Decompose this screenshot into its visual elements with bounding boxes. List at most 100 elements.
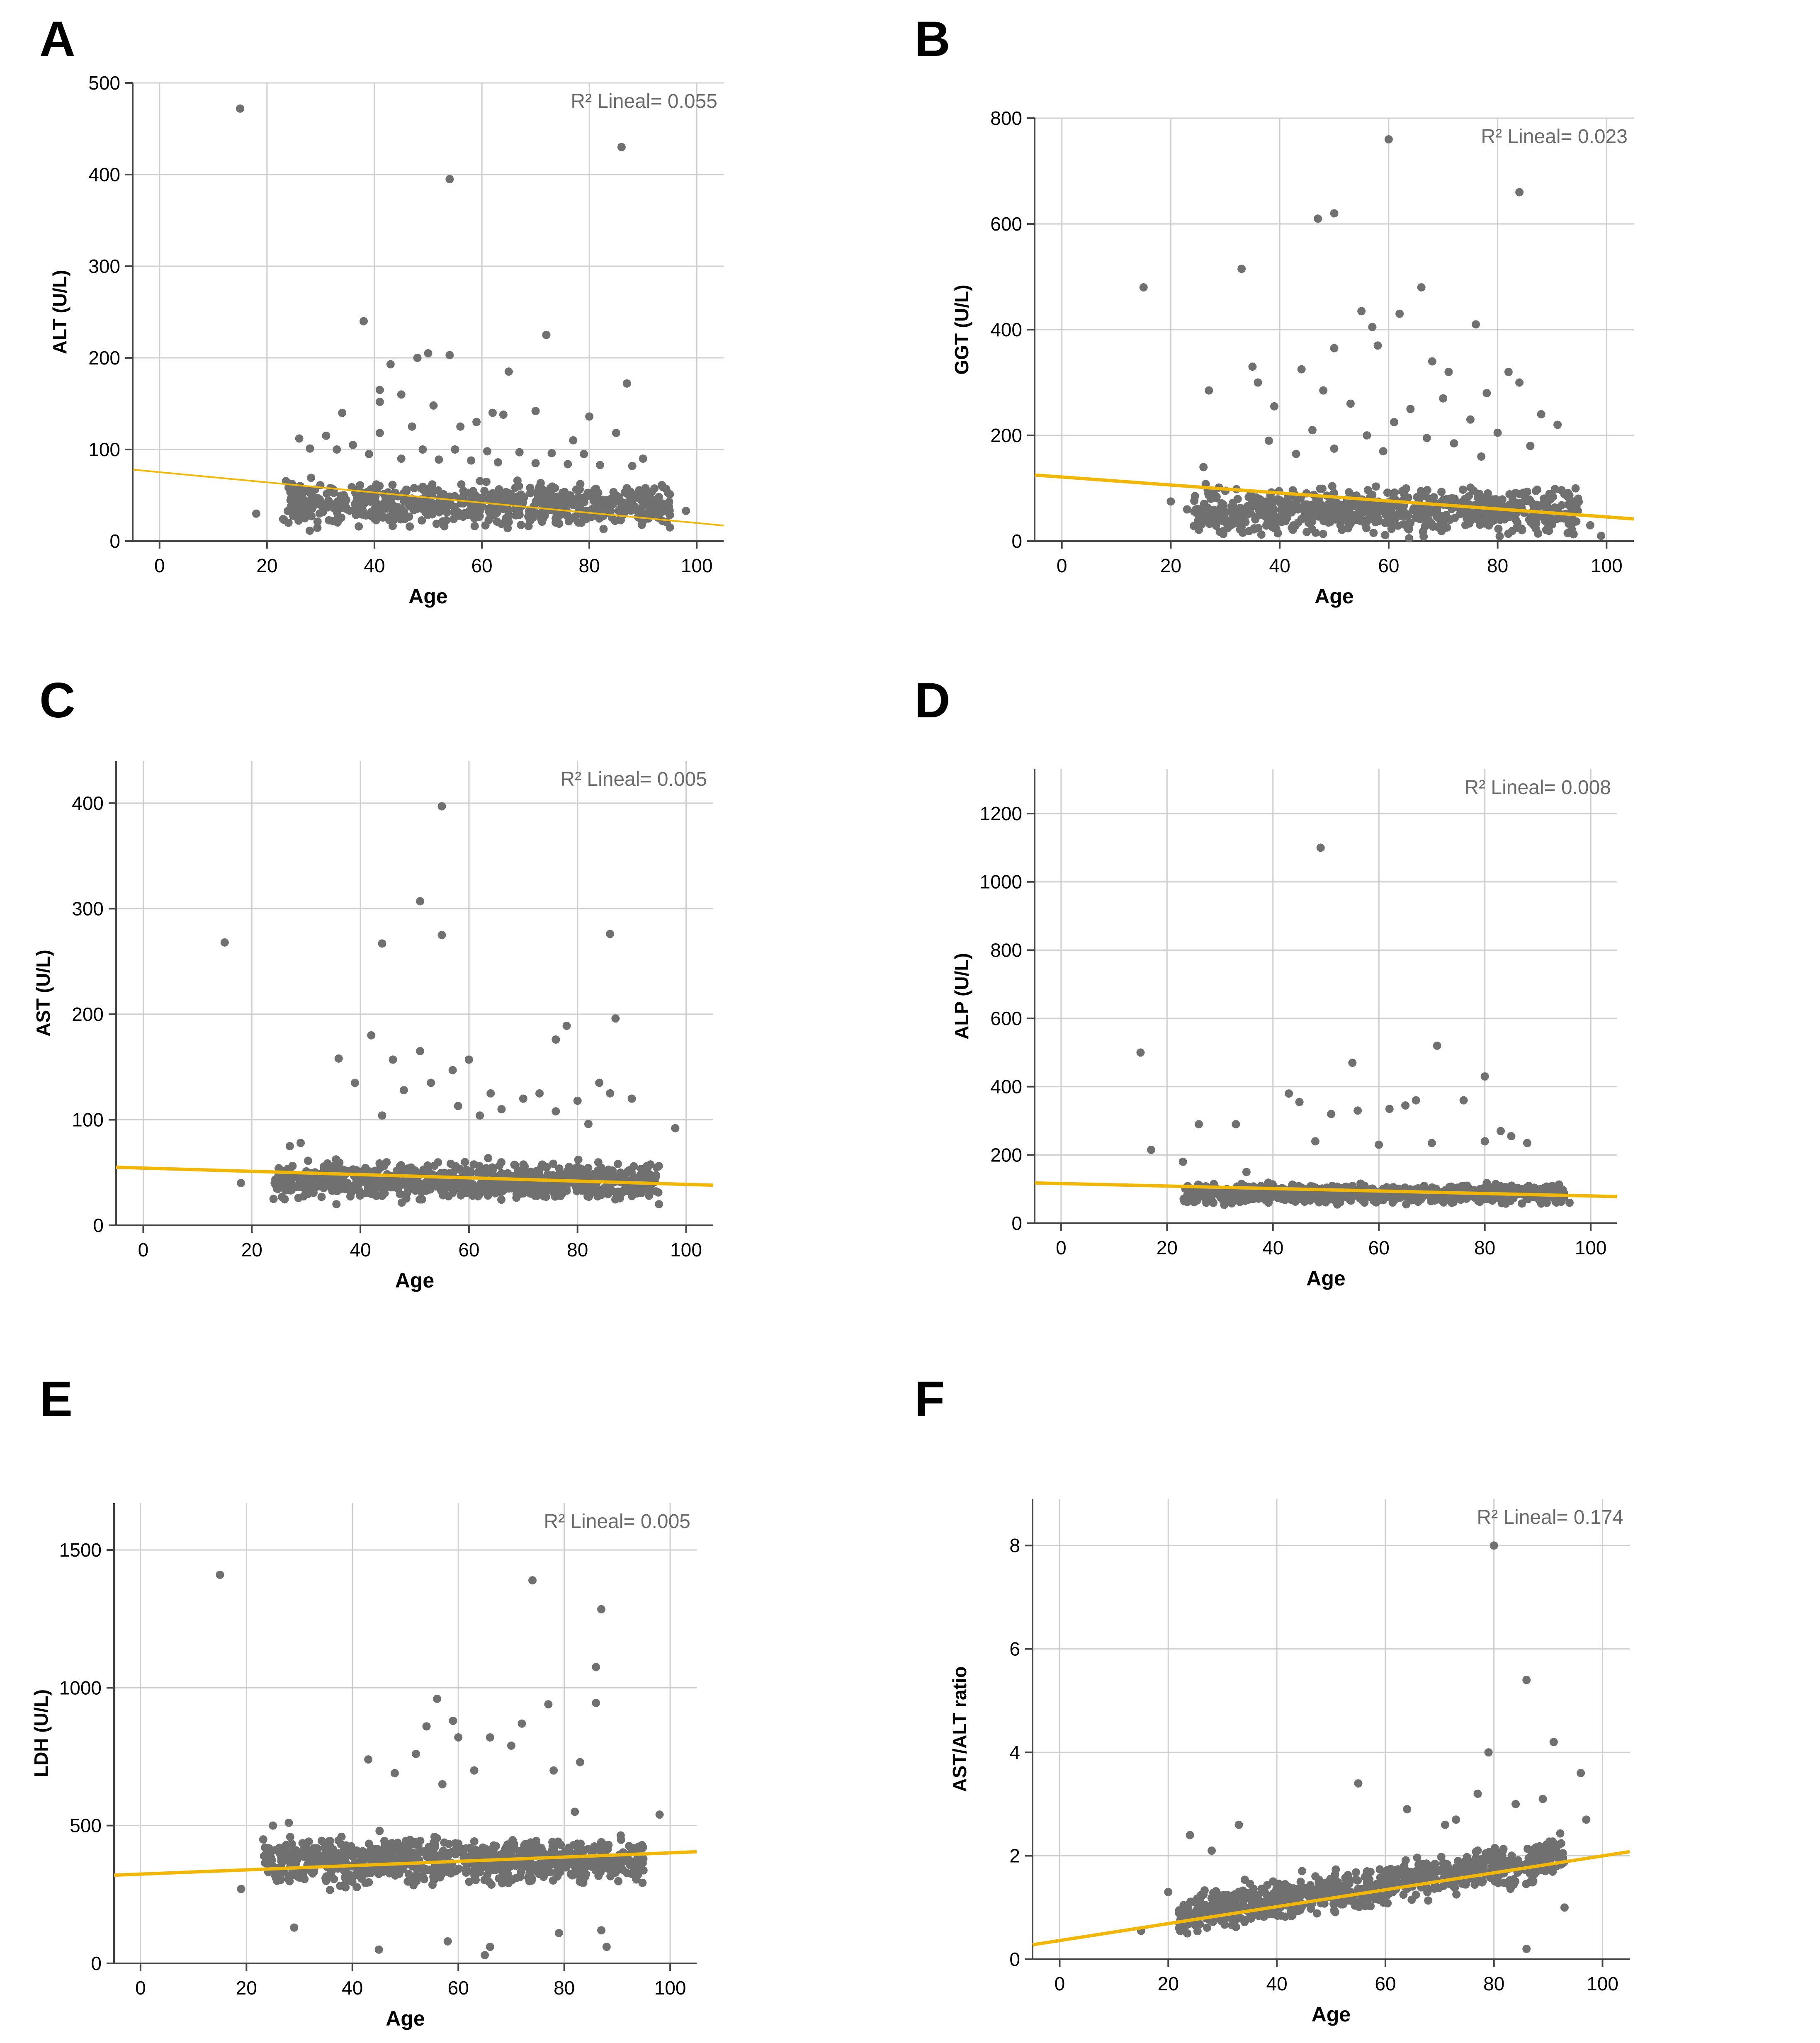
scatter-point [492, 494, 501, 503]
scatter-point [597, 1605, 606, 1613]
scatter-point [1232, 1120, 1240, 1129]
x-tick-label: 60 [1368, 1237, 1390, 1258]
scatter-point [1220, 1920, 1229, 1929]
scatter-point [1300, 513, 1309, 522]
scatter-point [361, 1879, 370, 1888]
scatter-point [1317, 1196, 1326, 1205]
scatter-point [1494, 525, 1503, 533]
y-tick-label: 1000 [980, 871, 1022, 893]
scatter-point [1238, 513, 1247, 522]
scatter-point [317, 1174, 326, 1183]
scatter-point [1250, 525, 1259, 534]
scatter-point [1551, 485, 1560, 494]
scatter-point [355, 522, 363, 531]
scatter-point [488, 1166, 497, 1174]
scatter-point [480, 1876, 489, 1885]
scatter-point [592, 1698, 600, 1707]
scatter-point [451, 1867, 459, 1875]
r-squared-annotation: R² Lineal= 0.008 [1464, 777, 1611, 799]
scatter-point [622, 489, 631, 498]
scatter-point [220, 938, 229, 947]
scatter-point [1348, 1182, 1357, 1190]
scatter-point [1328, 482, 1336, 491]
scatter-point [481, 1951, 489, 1960]
x-tick-label: 100 [1591, 555, 1623, 576]
scatter-point [1548, 1837, 1557, 1846]
scatter-point [1350, 510, 1358, 519]
scatter-point [634, 1871, 642, 1879]
scatter-point [502, 517, 511, 525]
scatter-point [1571, 484, 1580, 493]
scatter-point [475, 1868, 484, 1877]
scatter-point [372, 480, 381, 489]
scatter-point [309, 1868, 318, 1876]
scatter-point [397, 390, 406, 399]
scatter-point [1372, 508, 1380, 517]
scatter-point [378, 513, 386, 521]
scatter-point [579, 1879, 588, 1888]
scatter-point [602, 1943, 611, 1951]
scatter-point [368, 1190, 377, 1199]
scatter-point [616, 516, 625, 525]
scatter-point [1346, 1876, 1355, 1885]
scatter-point [574, 1155, 583, 1164]
scatter-point [597, 1926, 606, 1935]
scatter-point [381, 1850, 389, 1859]
x-tick-label: 20 [241, 1239, 262, 1261]
scatter-point [511, 483, 520, 492]
scatter-point [472, 492, 481, 500]
scatter-point [630, 502, 639, 511]
scatter-point [1200, 1886, 1209, 1895]
scatter-point [614, 1160, 622, 1168]
scatter-point [623, 1869, 632, 1878]
scatter-point [296, 1873, 304, 1882]
scatter-point [1311, 1137, 1319, 1146]
scatter-point [1406, 519, 1415, 527]
scatter-point [489, 1845, 498, 1854]
scatter-point [1383, 1899, 1392, 1908]
scatter-point [547, 449, 556, 457]
scatter-point [470, 522, 479, 530]
scatter-point [586, 1860, 595, 1868]
scatter-point [1426, 1197, 1435, 1205]
scatter-point [655, 1810, 664, 1819]
scatter-point [595, 514, 604, 523]
data-points [220, 802, 680, 1209]
scatter-point [464, 1055, 473, 1064]
scatter-point [542, 1193, 550, 1201]
scatter-point [422, 503, 430, 512]
panel-label: B [914, 11, 950, 67]
scatter-point [1382, 504, 1391, 513]
scatter-point [1437, 1853, 1446, 1861]
scatter-point [1515, 188, 1524, 197]
scatter-point [1529, 519, 1538, 527]
scatter-point [442, 1853, 451, 1861]
scatter-point [362, 1189, 370, 1198]
scatter-point [1472, 320, 1480, 329]
scatter-point [1219, 527, 1228, 535]
regression-line [132, 469, 724, 527]
scatter-point [1480, 1137, 1489, 1146]
scatter-point [1507, 1851, 1516, 1860]
scatter-point [364, 1755, 373, 1764]
scatter-point [216, 1570, 224, 1579]
scatter-point [439, 1191, 447, 1200]
scatter-point [1251, 515, 1260, 524]
scatter-point [352, 1871, 361, 1879]
scatter-point [531, 407, 540, 415]
scatter-point [1305, 502, 1314, 510]
r-squared-annotation: R² Lineal= 0.174 [1477, 1506, 1623, 1528]
y-tick-label: 0 [93, 1215, 104, 1236]
scatter-point [1586, 521, 1594, 530]
y-tick-label: 400 [990, 319, 1022, 340]
scatter-point [332, 1200, 341, 1209]
scatter-point [360, 317, 368, 326]
scatter-point [541, 1869, 549, 1878]
scatter-point [345, 506, 354, 515]
scatter-point [466, 1167, 475, 1176]
scatter-point [286, 1179, 294, 1188]
panel-label: E [39, 1371, 73, 1427]
scatter-point [442, 516, 451, 525]
scatter-point [1183, 505, 1191, 514]
scatter-point [1517, 524, 1526, 533]
